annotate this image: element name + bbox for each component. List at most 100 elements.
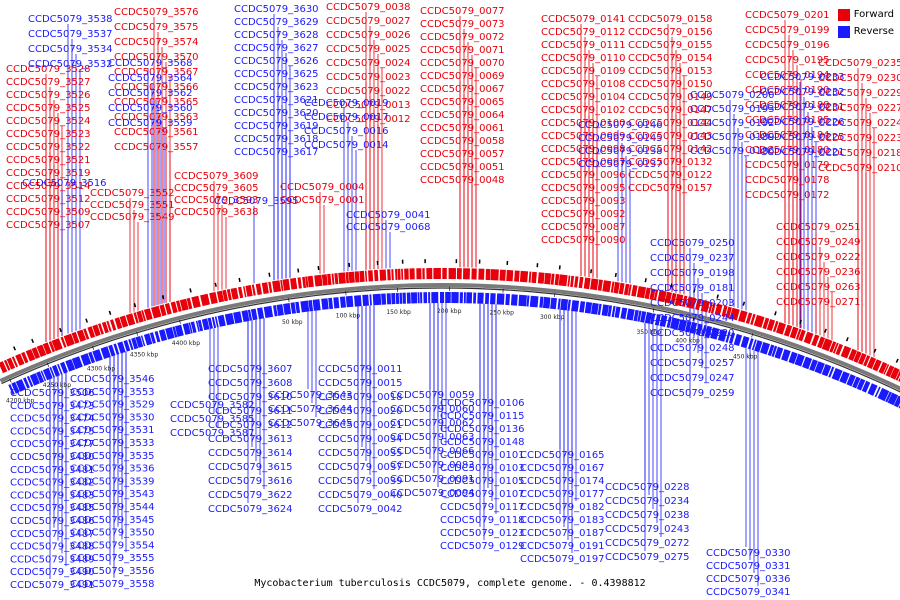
reverse-gene-arrow <box>402 292 406 304</box>
forward-gene-arrow <box>762 317 770 330</box>
gene-label-forward: CCDC5079_0181 <box>650 283 735 294</box>
forward-gene-arrow <box>186 297 193 310</box>
reverse-gene-arrow <box>451 292 459 304</box>
gene-label-forward: CCDC5079_3625 <box>234 69 319 80</box>
reverse-gene-arrow <box>276 304 284 316</box>
gene-label-forward: CCDC5079_0013 <box>326 100 411 111</box>
gene-label-reverse: CCDC5079_3486 <box>10 516 95 527</box>
gene-label-reverse: CCDC5079_3491 <box>10 580 95 591</box>
reverse-gene-arrow <box>640 311 647 323</box>
forward-gene-arrow <box>387 269 391 281</box>
forward-gene-arrow <box>657 290 667 303</box>
forward-gene-arrow <box>25 349 36 362</box>
reverse-gene-arrow <box>463 292 466 304</box>
reverse-gene-arrow <box>510 294 518 306</box>
forward-gene-arrow <box>610 281 615 293</box>
reverse-gene-arrow <box>369 294 372 306</box>
tick-label: 4350 kbp <box>130 352 158 359</box>
forward-gene-arrow <box>374 269 379 282</box>
gene-label-forward: CCDC5079_3537 <box>28 29 113 40</box>
forward-gene-arrow <box>179 298 189 311</box>
gene-label-forward: CCDC5079_0210 <box>818 163 900 174</box>
reverse-gene-arrow <box>49 366 55 378</box>
gene-label-reverse: CCDC5079_3546 <box>70 374 155 385</box>
tick-mark <box>46 362 50 367</box>
gene-label-forward: CCDC5079_3628 <box>234 30 319 41</box>
reverse-gene-arrow <box>399 292 403 304</box>
forward-gene-arrow <box>164 303 172 315</box>
reverse-gene-arrow <box>571 300 580 312</box>
gene-label-reverse: CCDC5079_0015 <box>318 378 403 389</box>
gene-label-forward: CCDC5079_0090 <box>541 235 626 246</box>
gene-label-forward: CCDC5079_0184 <box>745 130 830 141</box>
reverse-gene-arrow <box>143 333 153 346</box>
forward-gene-arrow <box>302 276 307 288</box>
reverse-gene-arrow <box>42 367 53 381</box>
gene-label-reverse: CCDC5079_0174 <box>520 476 605 487</box>
gene-label-forward: CCDC5079_3619 <box>234 121 319 132</box>
reverse-gene-arrow <box>71 356 83 370</box>
reverse-gene-arrow <box>733 333 743 346</box>
gene-label-reverse: CCDC5079_0129 <box>440 541 525 552</box>
gene-label-reverse: CCDC5079_0062 <box>390 418 475 429</box>
forward-gene-arrow <box>590 278 599 291</box>
reverse-gene-arrow <box>211 316 217 329</box>
gene-label-reverse: CCDC5079_3622 <box>208 490 293 501</box>
gene-label-forward: CCDC5079_0023 <box>326 72 411 83</box>
forward-gene-arrow <box>261 282 269 294</box>
reverse-gene-arrow <box>328 297 334 310</box>
forward-gene-arrow <box>6 357 16 370</box>
gene-label-forward: CCDC5079_0064 <box>420 110 505 121</box>
gene-label-reverse: CCDC5079_3530 <box>70 412 155 423</box>
reverse-gene-arrow <box>644 312 653 324</box>
forward-gene-arrow <box>280 279 284 291</box>
forward-gene-arrow <box>544 272 552 285</box>
gene-label-reverse: CCDC5079_0187 <box>520 528 605 539</box>
gene-label-forward: CCDC5079_0179 <box>745 160 830 171</box>
reverse-gene-arrow <box>893 395 900 408</box>
gene-label-forward: CCDC5079_0203 <box>650 298 735 309</box>
feature-marker <box>59 327 62 333</box>
forward-gene-arrow <box>60 336 67 348</box>
reverse-gene-arrow <box>250 308 258 321</box>
forward-gene-arrow <box>404 268 409 280</box>
forward-gene-arrow <box>664 291 672 304</box>
gene-label-forward: CCDC5079_0017 <box>304 112 389 123</box>
gene-label-forward: CCDC5079_3626 <box>234 56 319 67</box>
reverse-gene-arrow <box>788 351 798 364</box>
forward-gene-arrow <box>48 341 56 353</box>
forward-gene-arrow <box>141 310 146 322</box>
gene-label-reverse: CCDC5079_0059 <box>390 390 475 401</box>
reverse-gene-arrow <box>149 332 156 344</box>
gene-label-forward: CCDC5079_0073 <box>420 19 505 30</box>
gene-label-forward: CCDC5079_0004 <box>280 182 365 193</box>
forward-gene-arrow <box>574 276 579 288</box>
gene-label-reverse: CCDC5079_3585 <box>170 414 255 425</box>
gene-label-forward: CCDC5079_0150 <box>628 79 713 90</box>
gene-label-reverse: CCDC5079_0191 <box>520 541 605 552</box>
forward-gene-arrow <box>506 269 514 282</box>
reverse-gene-arrow <box>339 296 346 308</box>
gene-label-reverse: CCDC5079_0234 <box>605 496 690 507</box>
gene-label-forward: CCDC5079_0154 <box>628 53 713 64</box>
reverse-swatch <box>837 25 850 38</box>
reverse-gene-arrow <box>92 349 103 362</box>
reverse-gene-arrow <box>381 293 387 305</box>
reverse-gene-arrow <box>214 316 219 328</box>
forward-gene-arrow <box>597 279 603 291</box>
tick-mark <box>751 333 754 338</box>
gene-label-forward: CCDC5079_0201 <box>745 10 830 21</box>
gene-label-forward: CCDC5079_0067 <box>420 84 505 95</box>
forward-gene-arrow <box>87 326 96 339</box>
forward-gene-arrow <box>829 341 837 353</box>
forward-gene-arrow <box>191 295 201 309</box>
gene-label-forward: CCDC5079_0172 <box>745 190 830 201</box>
gene-label-forward: CCDC5079_3575 <box>114 22 199 33</box>
forward-gene-arrow <box>230 287 239 300</box>
gene-label-forward: CCDC5079_0229 <box>818 88 900 99</box>
legend-label-reverse: Reverse <box>853 26 894 37</box>
feature-marker <box>845 337 849 342</box>
gene-label-forward: CCDC5079_0190 <box>745 85 830 96</box>
gene-label-forward: CCDC5079_3566 <box>114 82 199 93</box>
reverse-gene-arrow <box>874 386 881 398</box>
